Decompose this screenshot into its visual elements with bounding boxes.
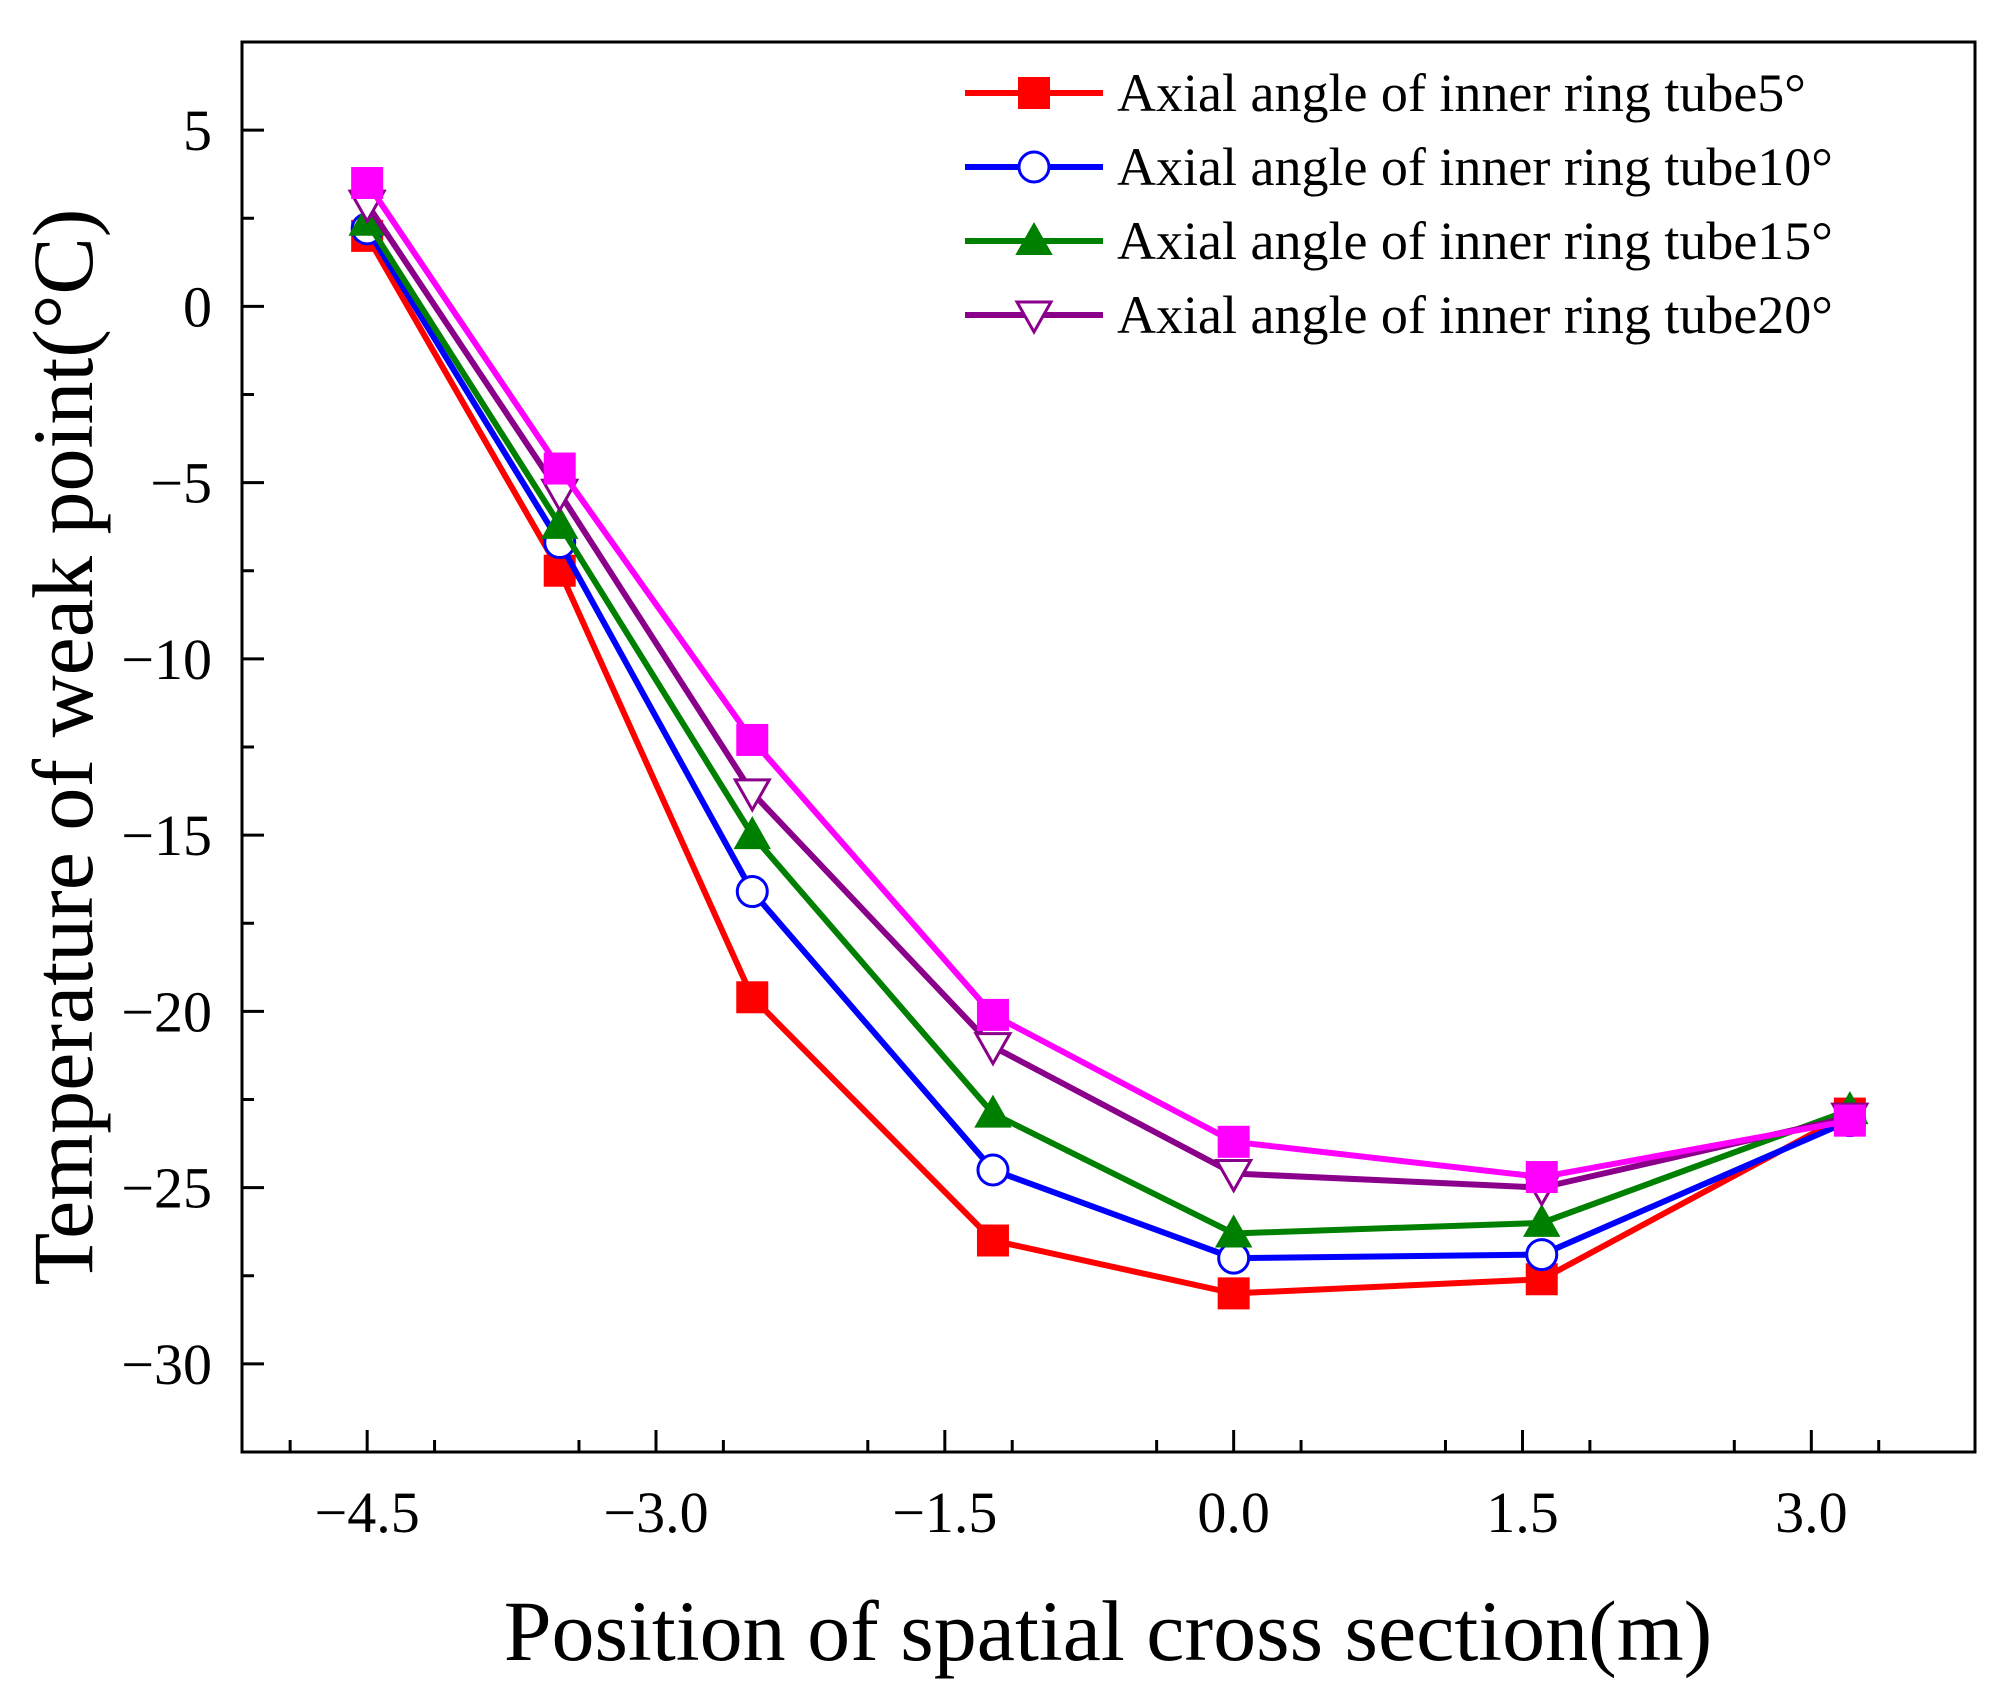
series-2-point — [735, 875, 769, 909]
legend-marker — [1018, 77, 1050, 109]
x-axis-title: Position of spatial cross section(m) — [504, 1583, 1713, 1679]
x-tick-label: −1.5 — [892, 1480, 997, 1545]
series-5-point — [736, 723, 769, 756]
series-5-point — [1217, 1125, 1250, 1158]
series-4-point — [973, 1032, 1013, 1067]
series-3-point — [733, 816, 771, 850]
x-tick-label: −3.0 — [603, 1480, 708, 1545]
series-1-point — [976, 1224, 1009, 1257]
legend: Axial angle of inner ring tube5° Axial an… — [965, 63, 1833, 345]
x-tick-label: 3.0 — [1775, 1480, 1848, 1545]
series-2-line — [364, 227, 1852, 1262]
axis-ticks: −4.5 −3.0 −1.5 0.0 1.5 3.0 5 0 −5 −10 −15 −20 −25 −30 — [121, 40, 1881, 1545]
series-3-point — [1214, 1214, 1253, 1248]
y-tick-label: −10 — [121, 627, 212, 692]
legend-label: Axial angle of inner ring tube15° — [1117, 211, 1833, 271]
y-tick-label: −25 — [121, 1156, 212, 1221]
series-5-point — [1833, 1104, 1866, 1137]
series-4-line — [364, 202, 1851, 1191]
y-tick-label: −15 — [121, 803, 212, 868]
y-tick-label: −5 — [150, 451, 212, 516]
legend-label: Axial angle of inner ring tube20° — [1117, 285, 1833, 345]
series-3-point — [1523, 1203, 1561, 1237]
series-layer — [347, 167, 1870, 1310]
legend-marker — [1017, 150, 1051, 184]
legend-marker — [1014, 300, 1054, 336]
series-2-point — [976, 1153, 1010, 1187]
series-3-point — [541, 505, 579, 539]
x-tick-label: −4.5 — [315, 1480, 420, 1545]
series-2 — [350, 212, 1867, 1275]
y-tick-label: −20 — [121, 979, 212, 1044]
y-tick-label: 0 — [183, 274, 212, 339]
series-5-point — [976, 998, 1009, 1031]
y-axis-title: Temperature of weak point(°C) — [15, 209, 111, 1286]
legend-label: Axial angle of inner ring tube10° — [1117, 137, 1833, 197]
legend-label: Axial angle of inner ring tube5° — [1117, 63, 1806, 123]
series-3-point — [974, 1094, 1012, 1128]
series-5-point — [1525, 1161, 1558, 1194]
y-tick-label: −30 — [121, 1332, 212, 1397]
series-3-line — [364, 220, 1851, 1237]
legend-item-4: Axial angle of inner ring tube20° — [965, 285, 1833, 345]
series-3 — [348, 202, 1869, 1248]
series-1-point — [1217, 1277, 1250, 1310]
legend-item-3: Axial angle of inner ring tube15° — [965, 211, 1833, 271]
series-2-point — [1525, 1238, 1559, 1272]
series-5-point — [543, 452, 576, 485]
legend-item-2: Axial angle of inner ring tube10° — [965, 137, 1833, 197]
series-1-line — [364, 234, 1852, 1297]
y-tick-label: 5 — [183, 98, 212, 163]
series-4-point — [732, 778, 772, 813]
series-5 — [351, 167, 1866, 1194]
legend-item-1: Axial angle of inner ring tube5° — [965, 63, 1806, 123]
x-tick-label: 1.5 — [1486, 1480, 1559, 1545]
series-2-point — [1217, 1241, 1251, 1275]
series-1-point — [736, 981, 769, 1014]
legend-marker — [1015, 221, 1053, 255]
series-5-point — [351, 167, 384, 199]
series-4-point — [1214, 1159, 1254, 1194]
x-tick-label: 0.0 — [1197, 1480, 1270, 1545]
series-1 — [351, 219, 1866, 1310]
